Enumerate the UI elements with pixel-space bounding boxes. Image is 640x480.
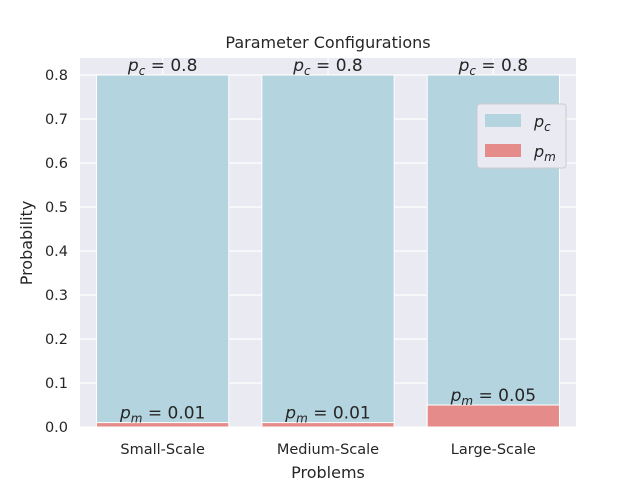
y-tick-label: 0.5 <box>45 200 68 216</box>
data-label-pm-1: pm = 0.01 <box>284 404 370 426</box>
x-tick-label: Large-Scale <box>451 442 536 458</box>
legend-label-pc: pc <box>533 112 551 134</box>
data-label-pc-1: pc = 0.8 <box>292 56 363 78</box>
chart-title: Parameter Configurations <box>225 33 430 52</box>
data-label-pc-2: pc = 0.8 <box>458 56 529 78</box>
legend-label-pm: pm <box>533 142 556 164</box>
bar-labels: pc = 0.8 pc = 0.8 pc = 0.8 pm = 0.01 pm = 0.… <box>119 56 536 426</box>
bar-pm-2 <box>426 404 560 428</box>
data-label-pm-0: pm = 0.01 <box>119 404 205 426</box>
x-tick-label: Small-Scale <box>120 442 205 458</box>
y-tick-label: 0.2 <box>45 332 68 348</box>
bar-pc-1 <box>261 74 395 428</box>
bar-pm-1 <box>261 422 395 428</box>
data-label-pm-2: pm = 0.05 <box>450 386 536 408</box>
y-tick-label: 0.3 <box>45 288 68 304</box>
y-tick-label: 0.8 <box>45 68 68 84</box>
y-tick-label: 0.0 <box>45 420 68 436</box>
bars <box>96 74 560 428</box>
y-tick-label: 0.1 <box>45 376 68 392</box>
y-tick-label: 0.4 <box>45 244 68 260</box>
bar-pc-0 <box>96 74 230 428</box>
axis-ticks: 0.0 0.1 0.2 0.3 0.4 0.5 0.6 0.7 0.8 Small-Scale Me… <box>45 68 536 458</box>
legend: pc pm <box>476 103 567 169</box>
data-label-pc-0: pc = 0.8 <box>127 56 198 78</box>
y-tick-label: 0.7 <box>45 112 68 128</box>
bar-pm-0 <box>96 422 230 428</box>
legend-swatch-pm <box>485 144 521 157</box>
x-tick-label: Medium-Scale <box>277 442 379 458</box>
x-axis-label: Problems <box>291 463 365 480</box>
y-tick-label: 0.6 <box>45 156 68 172</box>
y-axis-label: Probability <box>17 201 36 286</box>
legend-swatch-pc <box>485 114 521 127</box>
